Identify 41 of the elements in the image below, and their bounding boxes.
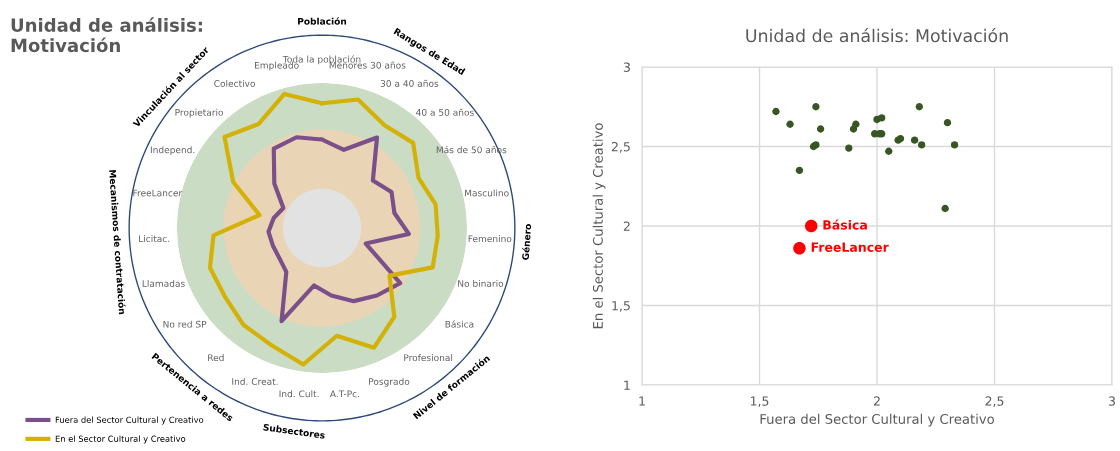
spoke-label: Básica bbox=[445, 320, 474, 328]
legend-label: En el Sector Cultural y Creativo bbox=[55, 435, 186, 444]
x-tick-label: 2,5 bbox=[985, 396, 1004, 408]
x-axis-title: Fuera del Sector Cultural y Creativo bbox=[760, 413, 994, 427]
y-tick-label: 1 bbox=[624, 380, 630, 390]
y-tick-label: 2 bbox=[623, 221, 630, 231]
y-tick-label: 3 bbox=[623, 62, 630, 72]
x-tick-label: 1 bbox=[639, 396, 645, 406]
annotation: Básica bbox=[823, 219, 867, 230]
spoke-label: No red SP bbox=[163, 320, 207, 328]
spoke-label: Independ. bbox=[150, 146, 195, 155]
spoke-label: FreeLancer bbox=[133, 189, 183, 197]
spoke-label: 40 a 50 años bbox=[416, 108, 474, 116]
text: Subsectores bbox=[263, 423, 325, 439]
spoke-label: A.T-Pc. bbox=[329, 390, 359, 398]
spoke-label: Propietario bbox=[175, 108, 224, 118]
spoke-label: Ind. Cult. bbox=[279, 390, 319, 398]
y-tick-label: 1,5 bbox=[612, 301, 630, 312]
y-axis-title: En el Sector Cultural y Creativo bbox=[592, 123, 606, 329]
spoke-label: Empleado bbox=[254, 61, 299, 71]
spoke-label: Femenino bbox=[468, 235, 512, 243]
spoke-label: Colectivo bbox=[214, 79, 255, 87]
chart-title: Unidad de análisis: Motivación bbox=[746, 28, 1008, 43]
text: Género bbox=[521, 223, 532, 261]
spoke-label: 30 a 40 años bbox=[380, 79, 439, 87]
legend-label: Fuera del Sector Cultural y Creativo bbox=[55, 416, 204, 425]
spoke-label: Masculino bbox=[465, 189, 509, 197]
x-tick-label: 3 bbox=[1108, 396, 1115, 406]
spoke-label: Ind. Creat. bbox=[232, 377, 278, 385]
spoke-label: Posgrado bbox=[369, 377, 410, 387]
chart-title: Unidad de análisis: Motivación bbox=[11, 17, 202, 53]
spoke-label: No binario bbox=[458, 279, 504, 287]
spoke-label: Red bbox=[208, 354, 224, 362]
x-tick-label: 2 bbox=[873, 396, 880, 406]
y-tick-label: 2,5 bbox=[611, 141, 630, 153]
annotation: FreeLancer bbox=[811, 242, 889, 252]
text: Mecanismos de contratación bbox=[109, 169, 126, 315]
spoke-label: Llamadas bbox=[142, 279, 185, 287]
spoke-label: Licitac. bbox=[139, 235, 170, 243]
x-tick-label: 1,5 bbox=[750, 396, 769, 408]
text: Población bbox=[298, 17, 347, 25]
